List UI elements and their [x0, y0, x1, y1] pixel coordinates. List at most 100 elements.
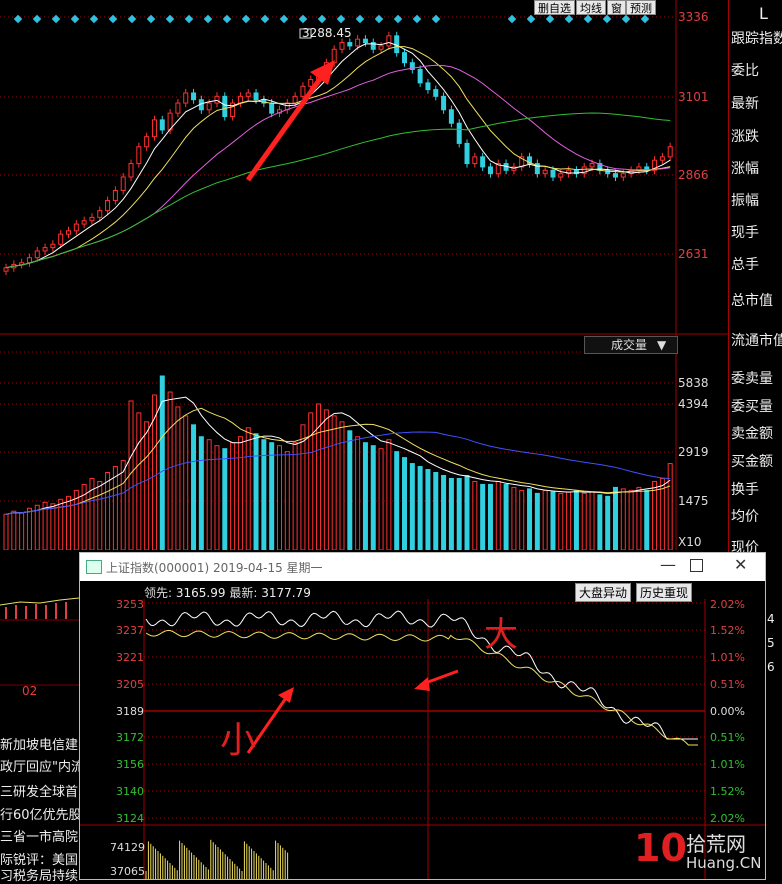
candle-body: [487, 166, 493, 175]
volume-unit-label: X10: [678, 535, 702, 549]
candle-body: [191, 92, 197, 101]
volume-bar: [331, 415, 337, 550]
volume-bar: [42, 501, 48, 550]
volume-bar: [620, 488, 626, 550]
volume-bar: [339, 421, 345, 550]
price-axis-label: 3101: [678, 90, 709, 104]
peak-marker-icon: [299, 28, 312, 39]
volume-bar: [261, 439, 267, 550]
panel-field-label: 委买量: [731, 399, 773, 415]
news-headline[interactable]: 际锐评：美国: [0, 853, 79, 868]
event-marker: [70, 14, 80, 24]
volume-bar: [456, 477, 462, 550]
candle-body: [589, 163, 595, 168]
volume-bar: [503, 483, 509, 550]
candle-body: [519, 156, 525, 168]
news-headline[interactable]: 行60亿优先股: [0, 808, 79, 823]
candle-body: [527, 156, 533, 165]
volume-bar: [253, 433, 259, 550]
news-headline[interactable]: 政厅回应"内流: [0, 760, 79, 775]
event-marker: [602, 14, 612, 24]
volume-bar: [105, 472, 111, 550]
volume-bar: [581, 492, 587, 550]
event-marker: [393, 14, 403, 24]
candle-body: [355, 38, 361, 47]
volume-ma-line: [5, 431, 671, 515]
candle-body: [3, 267, 9, 272]
window-button[interactable]: 窗: [607, 0, 626, 15]
event-marker: [184, 14, 194, 24]
history-replay-button[interactable]: 历史重现: [636, 583, 693, 602]
volume-bar: [519, 489, 525, 550]
volume-bar: [183, 415, 189, 550]
intraday-popup-window[interactable]: 上证指数(000001) 2019-04-15 星期一 — ✕ 领先: 3165…: [79, 552, 766, 880]
intraday-price-label: 3140: [116, 785, 144, 798]
candle-body: [105, 200, 111, 212]
volume-bar: [198, 436, 204, 550]
panel-number: 6: [767, 660, 775, 674]
volume-bar: [542, 489, 548, 550]
candle-body: [128, 163, 134, 178]
market-anomaly-button[interactable]: 大盘异动: [575, 583, 632, 602]
volume-bar: [550, 491, 556, 550]
arrow-head: [278, 687, 294, 703]
volume-indicator-dropdown[interactable]: 成交量 ▼: [584, 336, 678, 354]
candle-body: [269, 102, 275, 114]
event-marker: [165, 14, 175, 24]
news-headline[interactable]: 三研发全球首: [0, 785, 79, 800]
news-headline[interactable]: 习税务局持续: [0, 869, 79, 884]
main-kline-chart: [0, 0, 730, 550]
candle-body: [58, 233, 64, 245]
candle-body: [112, 189, 118, 202]
candle-body: [308, 79, 314, 87]
candle-body: [73, 223, 79, 232]
intraday-price-label: 3156: [116, 758, 144, 771]
event-marker: [51, 14, 61, 24]
candle-body: [34, 250, 40, 259]
candle-body: [136, 146, 142, 165]
popup-titlebar[interactable]: 上证指数(000001) 2019-04-15 星期一 — ✕: [80, 553, 765, 581]
candle-body: [50, 243, 56, 249]
candle-body: [97, 210, 103, 218]
candle-body: [550, 169, 556, 178]
average-price-line: [145, 629, 698, 746]
event-marker: [621, 14, 631, 24]
candle-body: [206, 102, 212, 111]
minimize-icon[interactable]: —: [660, 555, 676, 574]
news-headline[interactable]: 新加坡电信建: [0, 738, 79, 753]
candle-body: [89, 216, 95, 222]
event-marker: [222, 14, 232, 24]
volume-bar: [402, 457, 408, 550]
intraday-price-label: 3205: [116, 678, 144, 691]
close-icon[interactable]: ✕: [734, 555, 748, 574]
news-headline[interactable]: 三省一市高院: [0, 830, 79, 845]
event-marker: [32, 14, 42, 24]
volume-bar: [605, 495, 611, 550]
delete-watchlist-button[interactable]: 删自选: [534, 0, 575, 15]
panel-field-label: 总手: [731, 257, 759, 273]
intraday-price-label: 3253: [116, 598, 144, 611]
candle-body: [183, 92, 189, 104]
panel-field-label: 振幅: [731, 193, 759, 209]
volume-bar: [558, 492, 564, 550]
volume-bar: [3, 513, 9, 550]
volume-bar: [58, 498, 64, 550]
annotation-text-small: 小: [220, 720, 257, 761]
volume-bar: [112, 466, 118, 550]
maximize-icon[interactable]: [690, 559, 703, 572]
volume-bar: [66, 495, 72, 550]
volume-bar: [81, 483, 87, 550]
candle-body: [417, 68, 423, 84]
volume-bar: [120, 460, 126, 550]
volume-bar: [191, 424, 197, 550]
forecast-button[interactable]: 预测: [626, 0, 656, 15]
candle-body: [347, 42, 353, 47]
caret-down-icon: ▼: [657, 338, 667, 352]
moving-average-button[interactable]: 均线: [576, 0, 606, 15]
volume-bar: [472, 480, 478, 550]
moving-average-line: [5, 64, 671, 269]
volume-bar: [159, 375, 165, 550]
panel-field-label: 流通市值: [731, 333, 782, 349]
candle-body: [456, 122, 462, 144]
volume-bar: [284, 451, 290, 550]
